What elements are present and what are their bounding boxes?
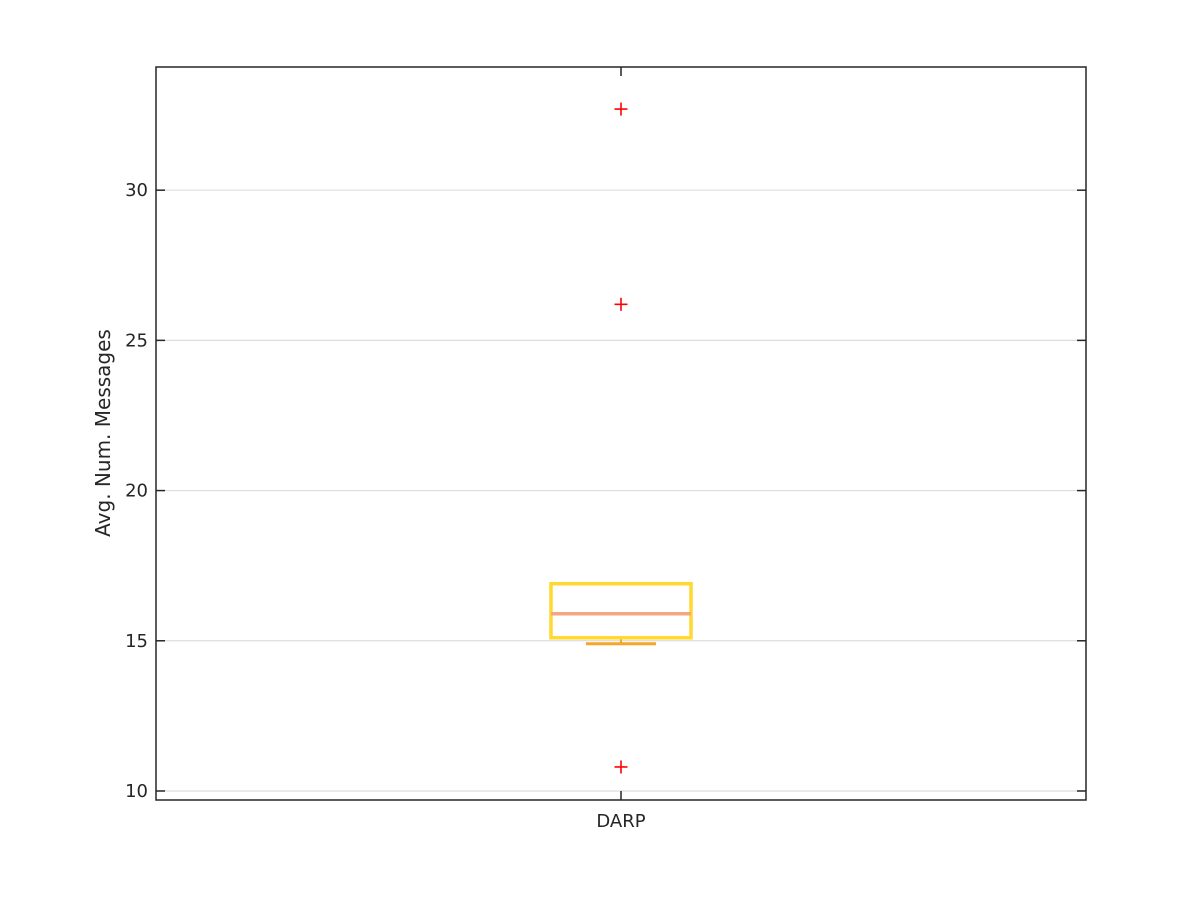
y-tick-label: 30 [125, 180, 148, 201]
axis-ticks: 10 15 20 25 30 DARP [125, 67, 1086, 832]
grid-lines [156, 189, 1086, 792]
outlier-point [614, 102, 628, 116]
y-tick-label: 10 [125, 781, 148, 802]
outlier-point [614, 760, 628, 774]
y-tick-label: 20 [125, 481, 148, 502]
plot-area-frame [155, 66, 1087, 801]
y-tick-label: 25 [125, 330, 148, 351]
box-iqr [549, 581, 693, 640]
y-axis-label: Avg. Num. Messages [91, 329, 115, 537]
y-tick-label: 15 [125, 631, 148, 652]
x-tick-label: DARP [596, 811, 645, 832]
box-plot-marks [549, 102, 693, 774]
outlier-point [614, 297, 628, 311]
